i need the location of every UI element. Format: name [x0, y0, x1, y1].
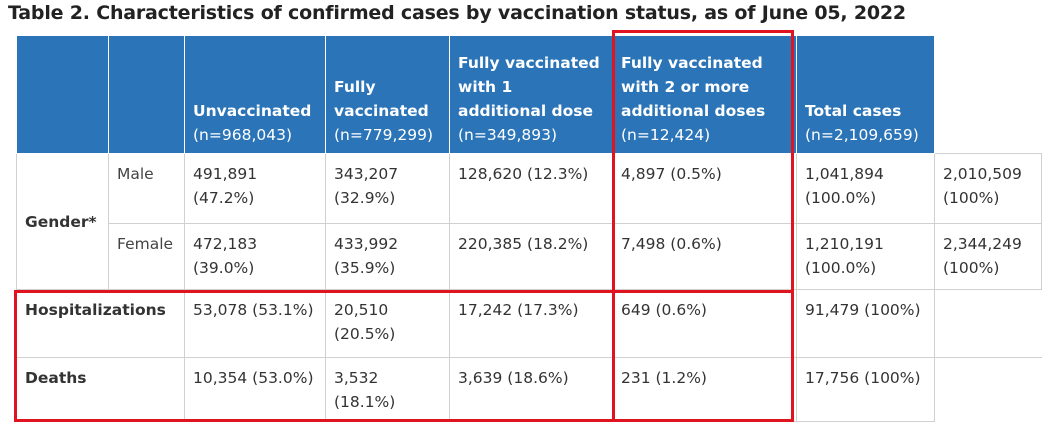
header-label: Unvaccinated	[193, 102, 312, 120]
row-label-male: Male	[108, 153, 185, 224]
table-cell: 128,620 (12.3%)	[449, 153, 613, 224]
table-cell: 433,992 (35.9%)	[325, 223, 450, 290]
table-cell: 2,010,509 (100%)	[934, 153, 1042, 224]
table-title: Table 2. Characteristics of confirmed ca…	[8, 2, 906, 24]
header-label: Fully vaccinated with 1 additional dose	[458, 54, 600, 120]
header-total-cases: Total cases (n=2,109,659)	[796, 35, 935, 154]
table-cell: 20,510 (20.5%)	[325, 289, 450, 358]
header-count: (n=779,299)	[334, 126, 434, 144]
table-cell: 472,183 (39.0%)	[184, 223, 326, 290]
table-cell: 7,498 (0.6%)	[612, 223, 797, 290]
table-row-female: Female 472,183 (39.0%) 433,992 (35.9%) 2…	[17, 223, 1042, 290]
table-row-deaths: Deaths 10,354 (53.0%) 3,532 (18.1%) 3,63…	[16, 357, 1042, 422]
header-label: Fully vaccinated with 2 or more addition…	[621, 54, 766, 120]
table-cell: 53,078 (53.1%)	[184, 289, 326, 358]
table-cell: 491,891 (47.2%)	[184, 153, 326, 224]
table-cell: 3,532 (18.1%)	[325, 357, 450, 422]
table-cell: 3,639 (18.6%)	[449, 357, 613, 422]
empty-cell	[934, 357, 1042, 422]
table-cell: 91,479 (100%)	[796, 289, 935, 358]
header-fully-vaccinated: Fully vaccinated (n=779,299)	[325, 35, 450, 154]
table-cell: 4,897 (0.5%)	[612, 153, 797, 224]
table-cell: 1,210,191 (100.0%)	[796, 223, 935, 290]
row-group-gender: Gender*	[16, 153, 109, 290]
header-blank-cell	[16, 35, 109, 154]
table-cell: 231 (1.2%)	[612, 357, 797, 422]
header-unvaccinated: Unvaccinated (n=968,043)	[184, 35, 326, 154]
vaccination-status-table: Unvaccinated (n=968,043) Fully vaccinate…	[16, 35, 1042, 422]
header-count: (n=349,893)	[458, 126, 558, 144]
empty-cell	[934, 289, 1042, 358]
table-cell: 343,207 (32.9%)	[325, 153, 450, 224]
header-count: (n=968,043)	[193, 126, 293, 144]
table-row-male: Gender* Male 491,891 (47.2%) 343,207 (32…	[16, 153, 1042, 290]
row-label-deaths: Deaths	[16, 357, 185, 422]
header-count: (n=2,109,659)	[805, 126, 919, 144]
table-cell: 649 (0.6%)	[612, 289, 797, 358]
table-row-hospitalizations: Hospitalizations 53,078 (53.1%) 20,510 (…	[16, 289, 1042, 358]
header-two-plus-additional-doses: Fully vaccinated with 2 or more addition…	[612, 35, 797, 154]
table-cell: 10,354 (53.0%)	[184, 357, 326, 422]
table-cell: 220,385 (18.2%)	[449, 223, 613, 290]
header-label: Fully vaccinated	[334, 78, 429, 120]
table-cell: 2,344,249 (100%)	[934, 223, 1042, 290]
header-empty-cell	[934, 35, 1042, 154]
header-one-additional-dose: Fully vaccinated with 1 additional dose …	[449, 35, 613, 154]
row-label-hospitalizations: Hospitalizations	[16, 289, 185, 358]
table-cell: 1,041,894 (100.0%)	[796, 153, 935, 224]
row-label-female: Female	[108, 223, 185, 290]
header-label: Total cases	[805, 102, 902, 120]
header-count: (n=12,424)	[621, 126, 711, 144]
header-blank-cell	[108, 35, 185, 154]
header-row: Unvaccinated (n=968,043) Fully vaccinate…	[16, 35, 1042, 154]
table-cell: 17,242 (17.3%)	[449, 289, 613, 358]
table-cell: 17,756 (100%)	[796, 357, 935, 422]
